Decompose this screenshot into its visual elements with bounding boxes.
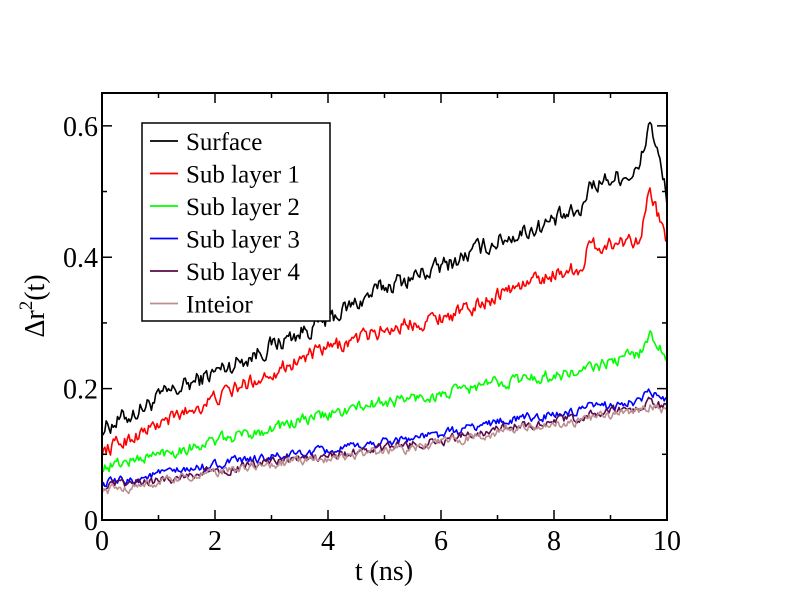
series-line-4 <box>101 388 668 488</box>
x-axis-label: t (ns) <box>355 556 413 587</box>
y-axis-label-base: Δr <box>20 310 51 338</box>
legend-box <box>141 122 331 322</box>
x-tick-label: 4 <box>321 526 335 557</box>
y-axis-label: Δr2(t) <box>16 274 51 337</box>
series-line-3 <box>101 330 668 474</box>
x-tick-label: 8 <box>547 526 561 557</box>
legend: Surface Sub layer 1 Sub layer 2 Sub layer 3… <box>141 122 331 322</box>
x-tick-label: 10 <box>653 526 681 557</box>
tick-layer: 0 2 4 6 8 10 0 0.2 0.4 0.6 <box>63 93 681 557</box>
legend-label-1: Surface <box>186 129 262 156</box>
series-layer <box>101 121 668 495</box>
series-line-5 <box>101 396 668 492</box>
legend-label-5: Sub layer 4 <box>186 259 300 286</box>
legend-label-2: Sub layer 1 <box>186 162 300 189</box>
y-axis-label-sup: 2 <box>16 301 37 311</box>
x-tick-label: 2 <box>208 526 222 557</box>
legend-label-3: Sub layer 2 <box>186 194 300 221</box>
y-tick-label: 0.6 <box>63 112 98 143</box>
series-line-6 <box>101 404 668 495</box>
series-line-2 <box>101 187 668 458</box>
x-tick-label: 0 <box>95 526 109 557</box>
y-axis-label-rest: (t) <box>20 274 51 300</box>
x-tick-label: 6 <box>434 526 448 557</box>
legend-label-4: Sub layer 3 <box>186 227 300 254</box>
legend-label-6: Inteior <box>186 292 253 319</box>
y-tick-label: 0.4 <box>63 243 98 274</box>
y-tick-label: 0.2 <box>63 375 98 406</box>
y-tick-label: 0 <box>84 506 98 537</box>
series-line-1 <box>101 121 668 437</box>
